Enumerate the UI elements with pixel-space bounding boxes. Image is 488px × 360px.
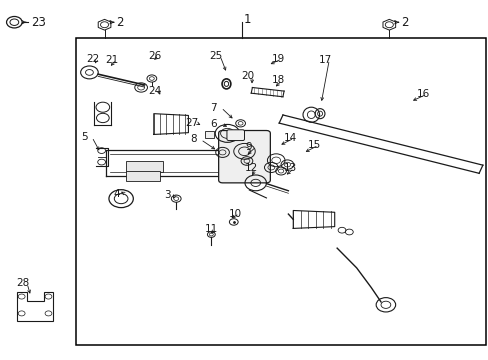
Text: 5: 5 — [81, 132, 87, 142]
Text: 4: 4 — [114, 189, 120, 199]
Text: 22: 22 — [86, 54, 99, 64]
Text: 7: 7 — [210, 103, 217, 113]
FancyBboxPatch shape — [218, 131, 270, 183]
Bar — [126, 161, 163, 172]
Text: 16: 16 — [416, 89, 429, 99]
Text: 23: 23 — [31, 16, 46, 29]
Text: 28: 28 — [16, 278, 29, 288]
Text: 1: 1 — [243, 13, 250, 26]
Text: 6: 6 — [210, 119, 217, 129]
Text: 26: 26 — [148, 51, 161, 61]
Text: 11: 11 — [204, 225, 217, 234]
Text: 13: 13 — [283, 163, 296, 173]
Text: 8: 8 — [189, 135, 196, 144]
Bar — [76, 39, 485, 345]
Text: 9: 9 — [245, 141, 252, 152]
Text: 10: 10 — [228, 209, 242, 219]
Text: 15: 15 — [307, 140, 321, 150]
Text: 24: 24 — [148, 86, 161, 96]
Text: 12: 12 — [244, 163, 257, 173]
Text: 3: 3 — [163, 190, 170, 200]
Text: 19: 19 — [271, 54, 284, 64]
Text: 2: 2 — [116, 16, 123, 29]
Bar — [126, 171, 159, 181]
Bar — [205, 131, 214, 138]
Text: 17: 17 — [318, 54, 331, 64]
Text: 18: 18 — [271, 75, 284, 85]
Text: 14: 14 — [283, 133, 296, 143]
FancyBboxPatch shape — [226, 130, 244, 140]
Text: 2: 2 — [400, 16, 407, 29]
Text: 21: 21 — [105, 54, 119, 64]
Text: 27: 27 — [184, 118, 198, 128]
Text: 25: 25 — [209, 51, 222, 61]
Text: 20: 20 — [241, 71, 254, 81]
